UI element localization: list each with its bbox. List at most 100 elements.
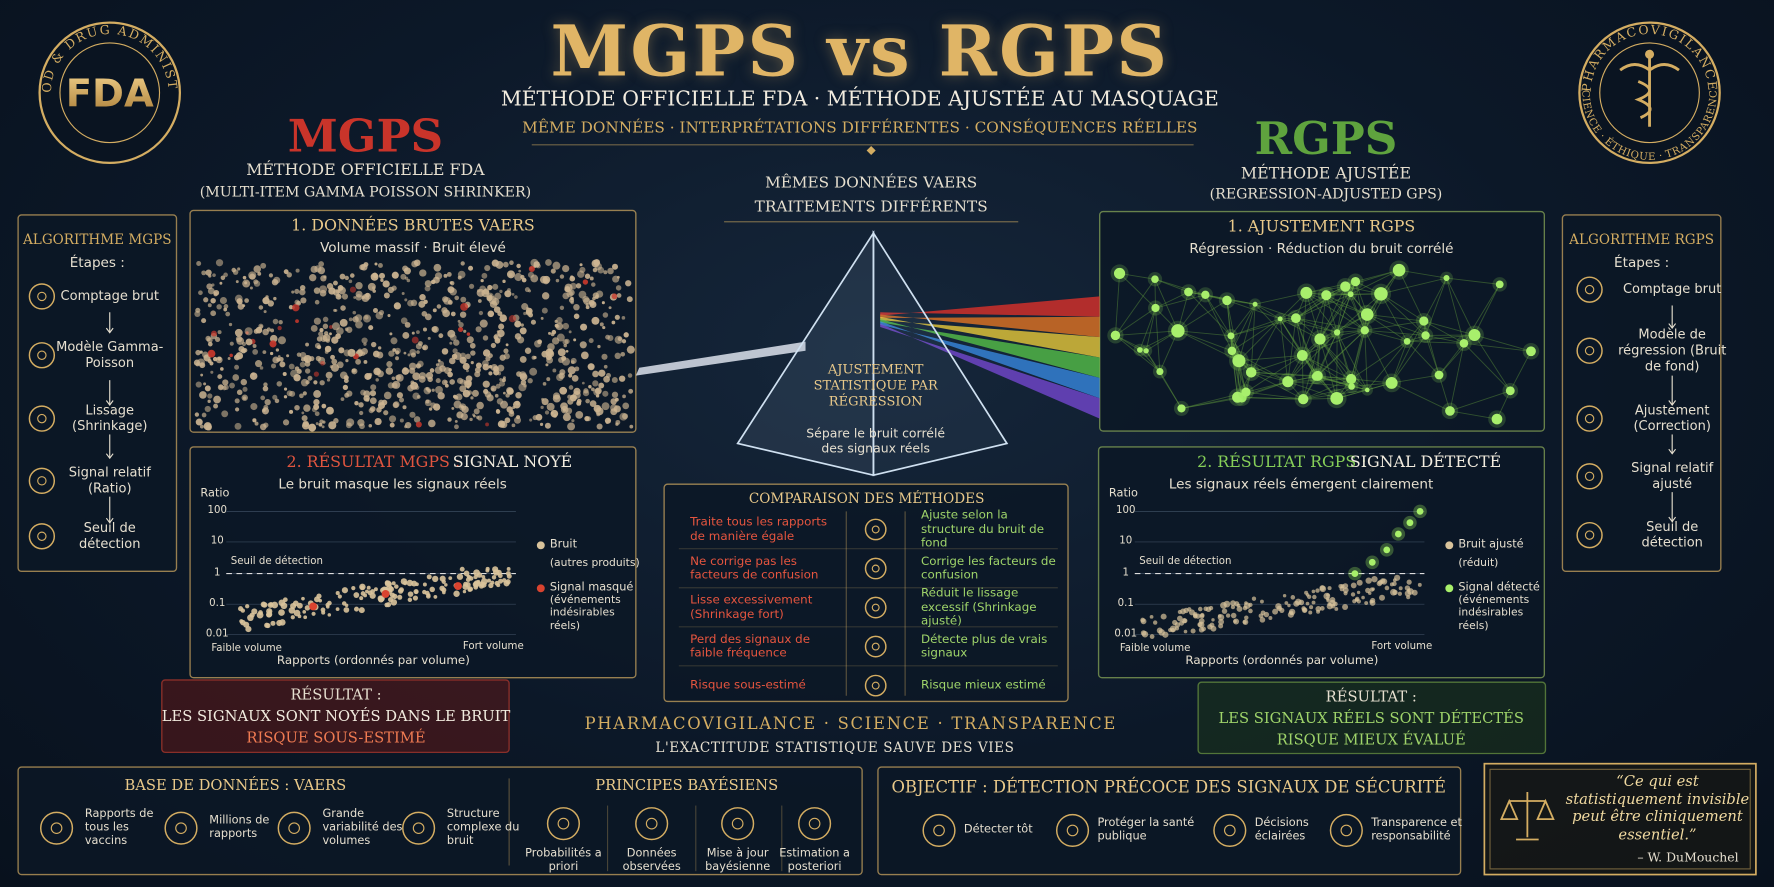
scatter-dot [278, 599, 286, 607]
noise-dot [413, 259, 421, 267]
network-link [1317, 375, 1352, 387]
scatter-dot [448, 576, 453, 581]
noise-dot [425, 399, 430, 404]
noise-dot [380, 278, 384, 282]
noise-dot [313, 390, 322, 398]
icon [1576, 521, 1603, 549]
icon-dot [871, 564, 880, 573]
noise-dot [320, 275, 327, 282]
noise-dot [254, 421, 259, 426]
noise-dot [447, 286, 455, 294]
noise-dot [569, 282, 577, 290]
algorithm-step: Modèle Gamma-Poisson [56, 338, 164, 370]
panel-subtitle: Volume massif · Bruit élevé [320, 239, 506, 256]
center-heading: MÊMES DONNÉES VAERS [765, 174, 978, 193]
y-tick-label: 10 [1119, 535, 1133, 548]
network-link [1295, 317, 1365, 331]
comparison-rgps: Ajuste selon la structure du bruit de fo… [920, 508, 1045, 551]
noise-dot [202, 351, 209, 359]
network-link [1319, 338, 1352, 380]
noise-dot [382, 280, 390, 288]
noise-dot [457, 319, 461, 323]
noise-dot [242, 275, 247, 280]
noise-dot [374, 262, 378, 266]
scatter-dot [453, 590, 460, 597]
noise-dot [199, 362, 206, 369]
scatter-dot [496, 569, 502, 576]
spectrum-band [880, 314, 1100, 338]
scatter-dot [327, 613, 332, 617]
noise-dot [333, 280, 338, 286]
noise-dot [519, 355, 527, 363]
noise-dot [350, 273, 355, 278]
scatter-dot [1327, 602, 1332, 606]
network-link [1317, 375, 1352, 380]
noise-dot [521, 277, 527, 283]
noise-dot [516, 415, 521, 420]
noise-dot [415, 363, 422, 369]
network-node [1526, 346, 1536, 357]
noise-dot [232, 374, 240, 381]
icon-dot [50, 822, 63, 835]
panel [877, 766, 1462, 876]
network-link [1423, 320, 1465, 344]
scatter-dot [1140, 617, 1146, 623]
y-tick-label: 10 [210, 535, 224, 548]
noise-dot [411, 331, 415, 335]
noise-dot [329, 365, 333, 369]
scatter-dot [373, 587, 378, 592]
network-link [1238, 318, 1281, 362]
noise-dot [523, 311, 527, 316]
noise-dot [299, 361, 306, 368]
network-node [1143, 348, 1149, 354]
noise-dot [540, 405, 544, 410]
section-title: PRINCIPES BAYÉSIENS [595, 777, 779, 795]
method-name: RGPS [1254, 112, 1398, 166]
noise-dot [423, 299, 428, 305]
noise-dot [348, 317, 353, 322]
light-beam [635, 341, 806, 376]
comparison-mgps: Traite tous les rapports de manière égal… [690, 515, 828, 544]
noise-dot [430, 279, 436, 285]
icon-dot [37, 531, 47, 541]
scatter-dot [278, 609, 285, 616]
icon-dot [1584, 471, 1595, 482]
noise-dot [530, 319, 536, 325]
legend-swatch [1445, 541, 1454, 550]
scatter-dot [1177, 615, 1183, 622]
noise-dot [331, 322, 340, 331]
network-link [1245, 355, 1303, 393]
scatter-dot [492, 566, 499, 573]
noise-dot [263, 310, 267, 314]
scatter-dot [358, 607, 365, 614]
noise-dot [435, 378, 441, 384]
scatter-dot [1174, 622, 1181, 628]
scatter-dot [1217, 614, 1222, 618]
network-link [1391, 382, 1451, 412]
noise-dot [294, 299, 300, 305]
noise-dot [546, 402, 555, 411]
noise-dot [517, 336, 525, 344]
noise-dot [591, 387, 595, 392]
scatter-dot [1197, 621, 1205, 629]
noise-dot [389, 422, 395, 428]
noise-dot [268, 273, 274, 278]
noise-dot [364, 315, 369, 320]
noise-dot [499, 289, 503, 294]
noise-dot [618, 375, 626, 382]
noise-dot [627, 373, 633, 378]
noise-dot [492, 283, 499, 290]
noise-dot [378, 272, 386, 279]
prism-title: AJUSTEMENT STATISTIQUE PAR RÉGRESSION [813, 361, 938, 409]
scatter-dot [1223, 600, 1231, 608]
network-link [1119, 272, 1156, 280]
icon [28, 342, 56, 369]
noise-dot [502, 279, 506, 284]
algorithm-title: ALGORITHME MGPS [22, 231, 172, 248]
network-link [1287, 381, 1352, 387]
icon [721, 807, 755, 841]
network-node [1151, 303, 1160, 313]
noise-dot [473, 408, 480, 415]
noise-dot [278, 356, 284, 362]
